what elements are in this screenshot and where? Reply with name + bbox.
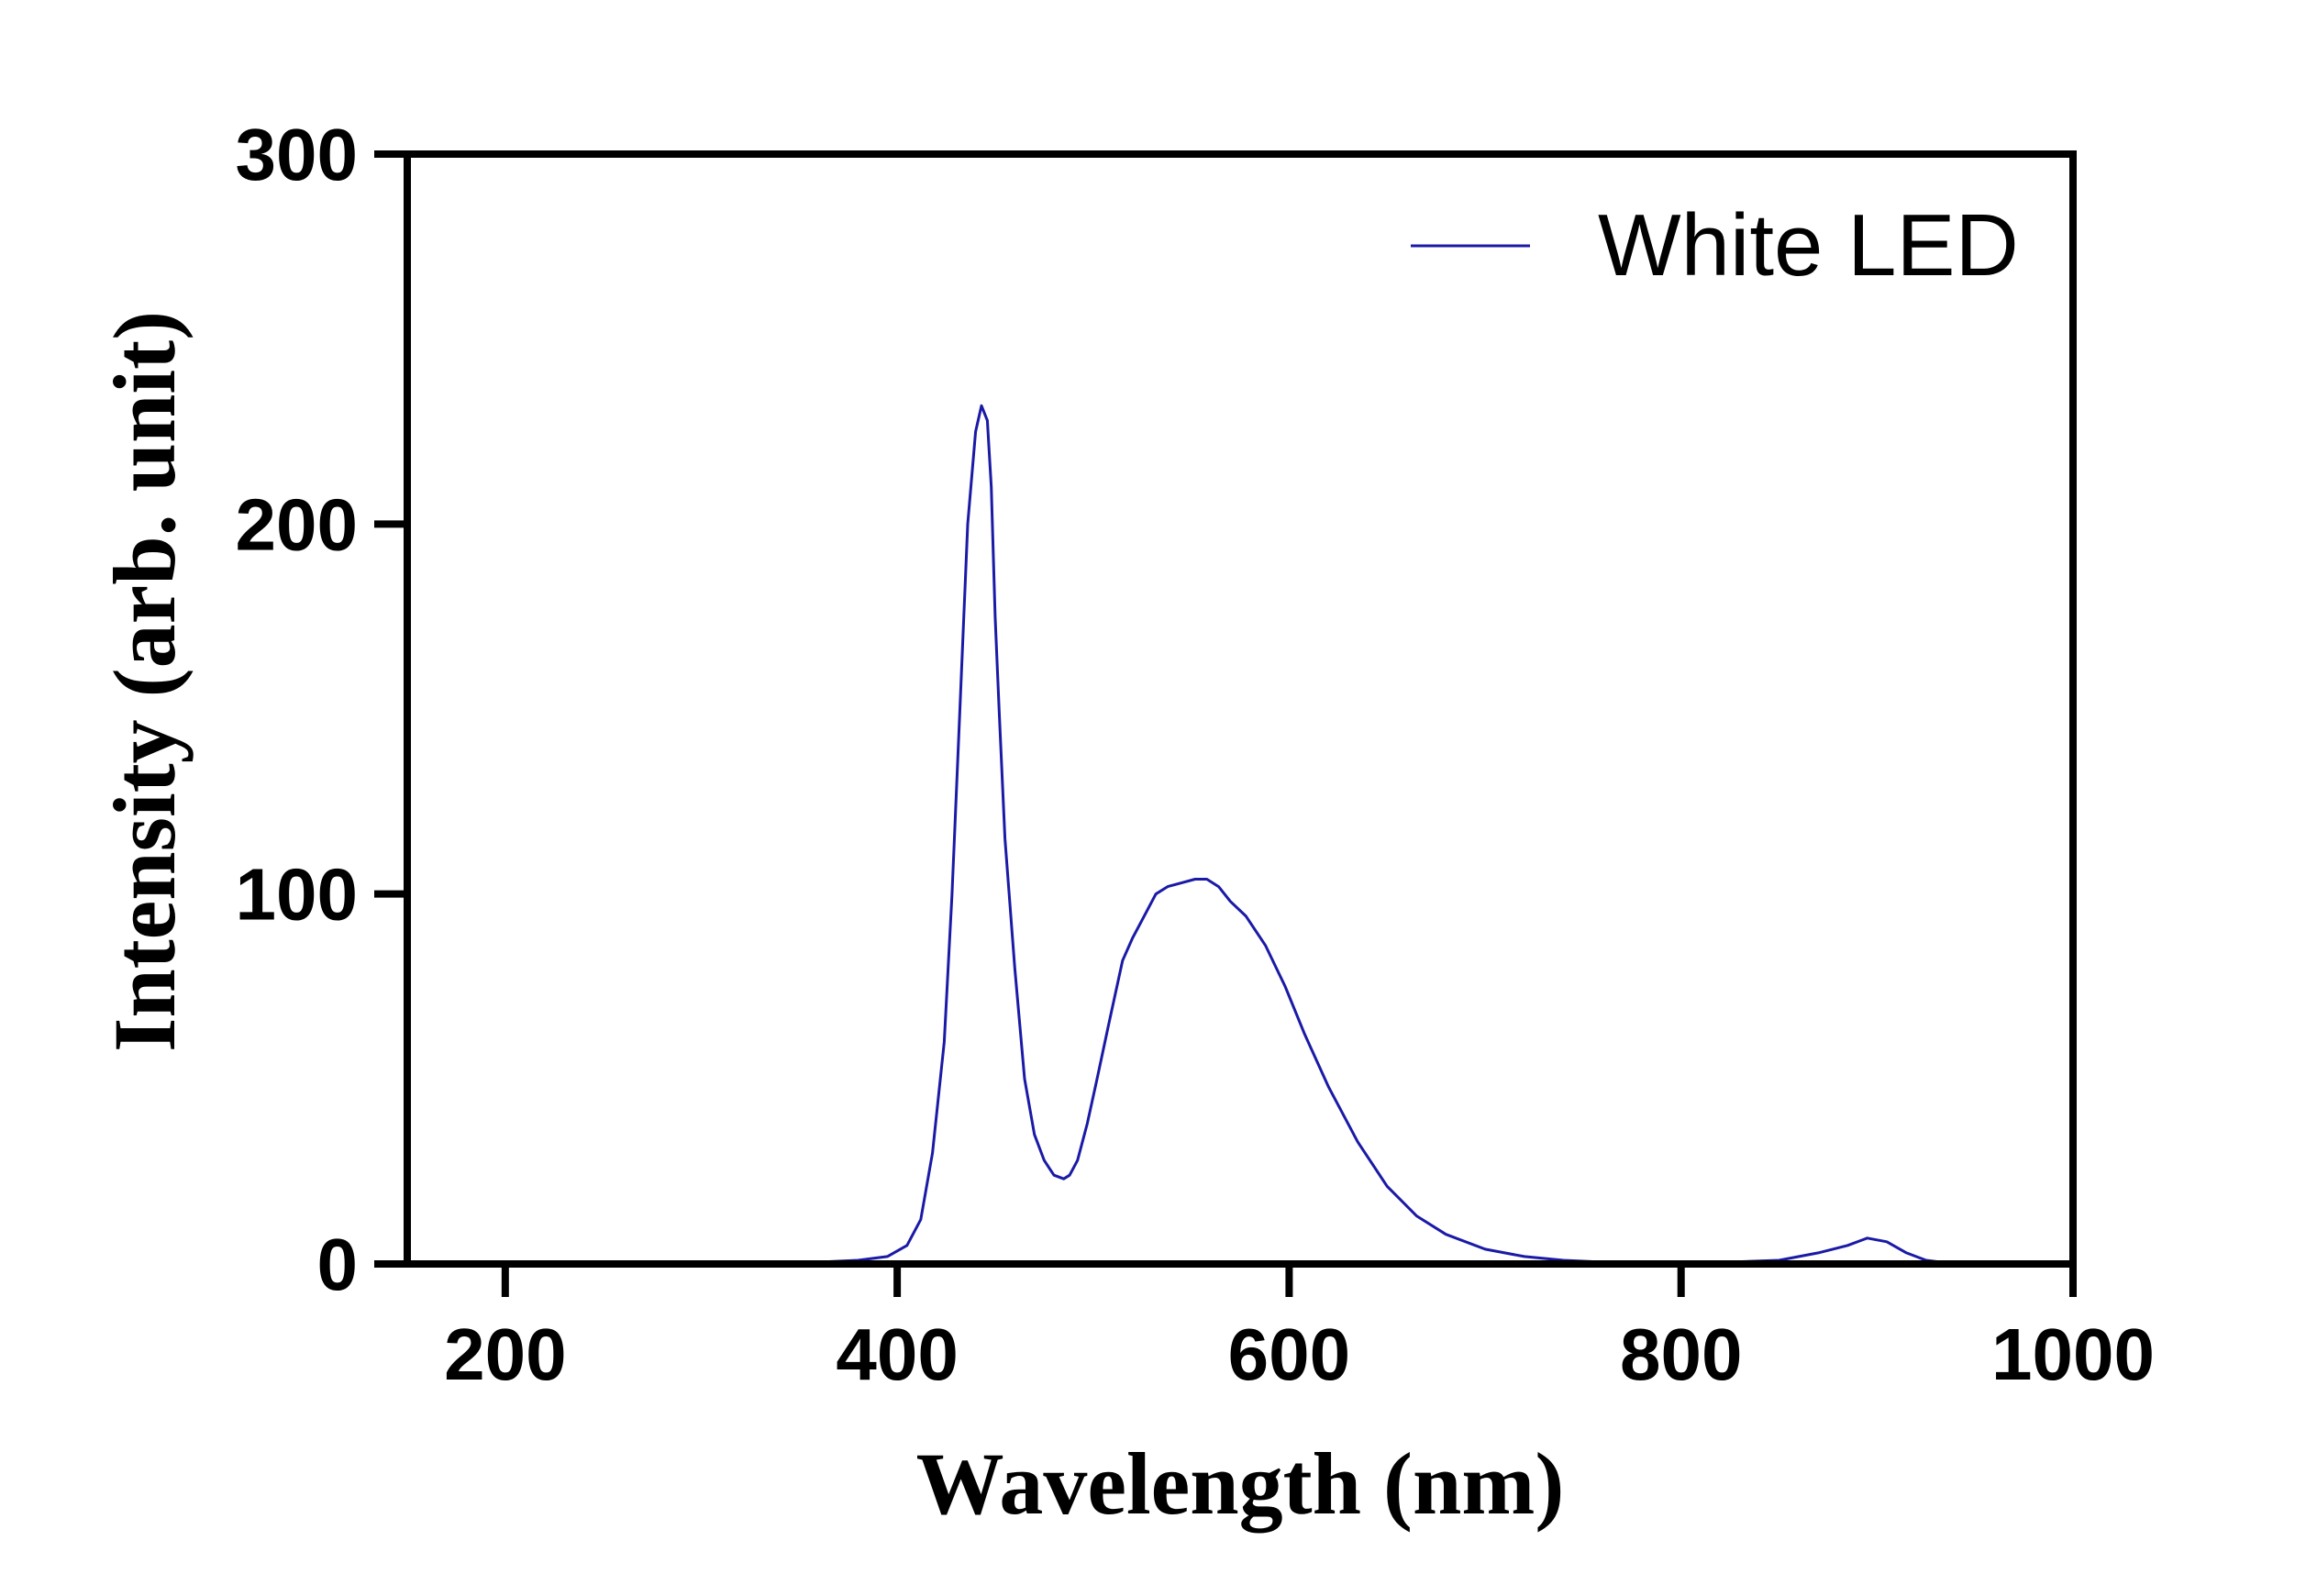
- x-tick-label: 400: [836, 1313, 958, 1395]
- y-tick-label: 200: [236, 483, 358, 565]
- x-tick-label: 600: [1228, 1313, 1350, 1395]
- y-tick-label: 300: [236, 114, 358, 195]
- ticks-layer: 200 400 600 800 1000 0 100 200 300: [236, 114, 2155, 1395]
- series-line-white-led: [407, 404, 2073, 1266]
- legend: White LED: [1411, 196, 2019, 294]
- legend-label: White LED: [1598, 196, 2019, 294]
- series-layer: [407, 404, 2073, 1266]
- y-axis-title: Intensity (arb. unit): [95, 311, 194, 1052]
- y-tick-label: 0: [317, 1224, 359, 1305]
- x-tick-label: 200: [444, 1313, 566, 1395]
- plot-frame: [404, 150, 2077, 1268]
- y-tick-label: 100: [236, 854, 358, 936]
- x-tick-label: 1000: [1991, 1313, 2155, 1395]
- x-tick-label: 800: [1620, 1313, 1742, 1395]
- x-axis-title: Wavelength (nm): [916, 1435, 1565, 1533]
